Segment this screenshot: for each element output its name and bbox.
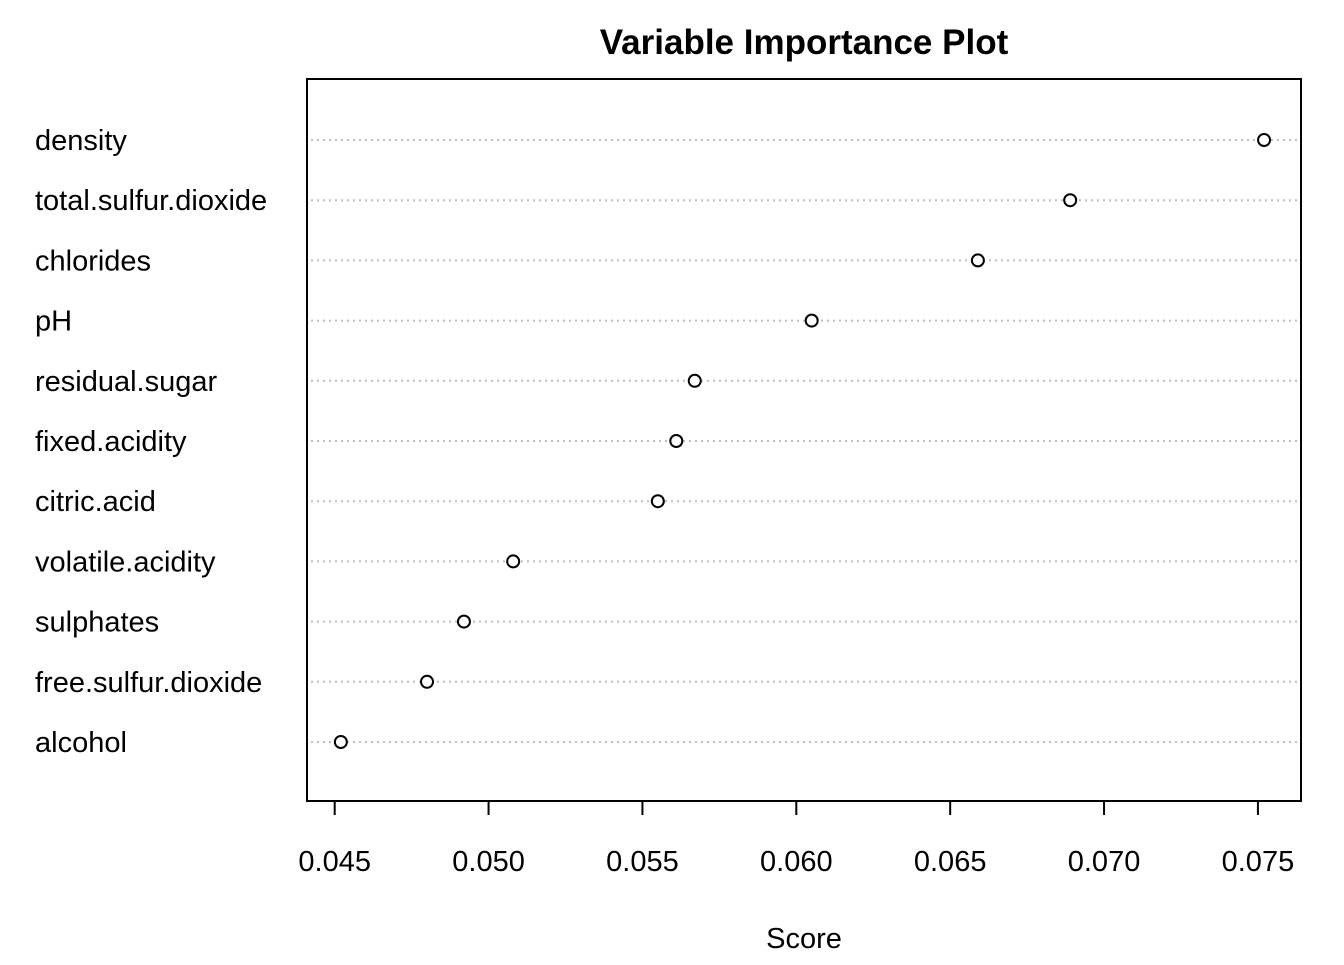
data-points <box>333 133 1272 749</box>
category-label: pH <box>35 306 72 338</box>
category-label: total.sulfur.dioxide <box>35 185 267 217</box>
x-tick-label: 0.060 <box>760 846 833 878</box>
data-point <box>506 554 521 569</box>
x-tick-label: 0.045 <box>298 846 371 878</box>
category-label: alcohol <box>35 727 127 759</box>
data-point <box>804 313 819 328</box>
category-label: free.sulfur.dioxide <box>35 667 262 699</box>
data-point <box>970 253 985 268</box>
data-point <box>1257 133 1272 147</box>
x-tick-label: 0.050 <box>452 846 525 878</box>
x-tick-label: 0.065 <box>914 846 987 878</box>
x-axis: 0.045 0.050 0.055 0.060 0.065 0.070 0.075 <box>298 800 1295 878</box>
category-label: density <box>35 125 127 157</box>
chart-title: Variable Importance Plot <box>600 23 1009 62</box>
data-point <box>420 674 435 689</box>
category-label: sulphates <box>35 607 159 639</box>
x-tick-label: 0.070 <box>1068 846 1141 878</box>
x-tick-label: 0.075 <box>1222 846 1295 878</box>
data-point <box>669 434 684 448</box>
data-point <box>1063 193 1078 208</box>
x-tick-label: 0.055 <box>606 846 679 878</box>
category-label: citric.acid <box>35 486 156 518</box>
x-axis-label: Score <box>766 923 842 955</box>
grid-lines <box>311 139 1297 743</box>
data-point <box>456 614 471 629</box>
category-label: chlorides <box>35 245 151 277</box>
category-label: fixed.acidity <box>35 426 187 458</box>
data-point <box>333 735 348 749</box>
data-point <box>650 494 665 509</box>
category-label: residual.sugar <box>35 366 217 398</box>
data-point <box>687 373 702 388</box>
category-label: volatile.acidity <box>35 546 216 578</box>
category-labels: density total.sulfur.dioxide chlorides pH re… <box>35 125 267 759</box>
